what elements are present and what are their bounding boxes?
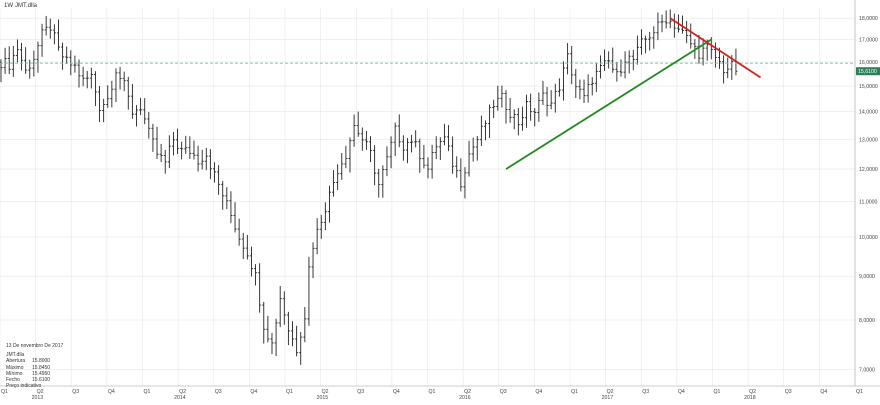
last-price-tag [856,67,880,76]
x-year-label: 2018 [744,395,756,400]
x-tick-label: Q4 [393,389,400,395]
interval-label[interactable]: 1W [4,3,13,9]
info-row-close: Fecho 15.6100 [6,377,66,383]
x-tick-label: Q2 [322,389,329,395]
x-tick-label: Q3 [215,389,222,395]
y-tick-label: 10,0000 [859,235,878,241]
x-tick-label: Q1 [714,389,721,395]
info-label: Abertura [6,358,26,365]
y-tick-label: 18,0000 [859,16,878,22]
info-row-open: Abertura 15.8000 [6,358,66,364]
x-tick-label: Q2 [179,389,186,395]
info-label: Fecho [6,377,20,384]
y-tick-label: 12,0000 [859,167,878,173]
x-tick-label: Q4 [108,389,115,395]
info-date: 13 De novembro De 2017 [6,343,64,349]
info-value: 15.8450 [32,364,51,371]
x-year-label: 2017 [602,395,614,400]
info-value: 15.6100 [32,377,51,384]
x-year-label: 2014 [174,395,186,400]
x-year-label: 2016 [459,395,471,400]
y-tick-label: 13,0000 [859,137,878,143]
y-tick-label: 17,0000 [859,37,878,43]
x-tick-label: Q4 [820,389,827,395]
x-tick-label: Q1 [286,389,293,395]
last-price-label: 15,6100 [858,69,877,75]
y-tick-label: 16,0000 [859,60,878,66]
x-tick-label: Q2 [749,389,756,395]
y-tick-label: 14,0000 [859,110,878,116]
symbol-label[interactable]: JMT.dlla [15,3,38,9]
y-tick-label: 9,0000 [859,274,875,280]
info-value: 15.4950 [32,370,51,377]
x-tick-label: Q1 [856,389,863,395]
x-tick-label: Q1 [571,389,578,395]
info-value: 15.8000 [32,358,51,365]
info-label: Máximo [6,364,24,371]
x-tick-label: Q3 [500,389,507,395]
x-tick-label: Q2 [464,389,471,395]
info-label: Mínimo [6,370,23,377]
info-symbol: JMT.dlla [6,352,25,359]
x-tick-label: Q1 [1,389,8,395]
x-tick-label: Q2 [607,389,614,395]
ohlc-info-panel: 13 De novembro De 2017 JMT.dlla Abertura… [6,343,66,389]
info-row-low: Mínimo 15.4950 [6,371,66,377]
y-tick-label: 15,0000 [859,84,878,90]
x-tick-label: Q3 [642,389,649,395]
x-year-label: 2013 [32,395,44,400]
x-tick-label: Q4 [678,389,685,395]
x-tick-label: Q3 [785,389,792,395]
x-tick-label: Q1 [144,389,151,395]
x-tick-label: Q3 [357,389,364,395]
x-tick-label: Q4 [535,389,542,395]
downtrend-trendline [669,17,762,79]
info-indicative-price: Preço indicativo [6,383,42,390]
x-tick-label: Q1 [429,389,436,395]
x-tick-label: Q4 [250,389,257,395]
x-year-label: 2015 [317,395,329,400]
x-tick-label: Q2 [37,389,44,395]
y-tick-label: 8,0000 [859,318,875,324]
x-tick-label: Q3 [72,389,79,395]
y-tick-label: 11,0000 [859,199,877,205]
uptrend-trendline [505,38,712,170]
info-row-high: Máximo 15.8450 [6,365,66,371]
y-tick-label: 7,0000 [859,368,875,374]
